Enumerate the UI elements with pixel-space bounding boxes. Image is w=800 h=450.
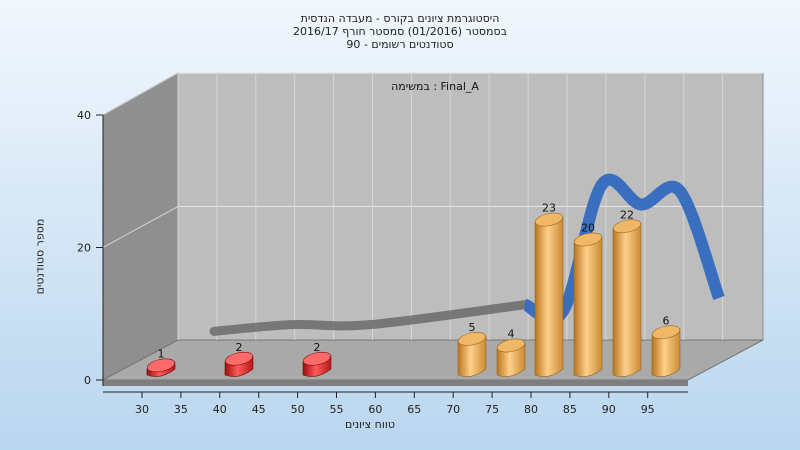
y-tick-label: 0: [84, 374, 91, 387]
x-axis-label: טווח ציונים: [345, 418, 395, 431]
bar-top: [146, 358, 176, 373]
x-tick-label: 90: [602, 403, 616, 416]
chart-subtitle: במשימה : Final_A: [391, 80, 479, 93]
density-ribbon-left: [209, 300, 530, 336]
bar-top: [496, 338, 526, 353]
bar-data-label: 20: [581, 222, 595, 235]
y-tick-label: 40: [77, 109, 91, 122]
x-tick-label: 70: [446, 403, 460, 416]
bar: [534, 214, 564, 377]
bar-data-label: 2: [236, 341, 243, 354]
x-tick-label: 50: [291, 403, 305, 416]
x-tick-label: 85: [563, 403, 577, 416]
chart-title-line-2: בסמסטר (01/2016) סמסטר חורף 2016/17: [293, 25, 507, 38]
bar-top: [224, 351, 254, 366]
x-tick-label: 45: [252, 403, 266, 416]
grid-line-h-side: [102, 206, 179, 248]
x-tick-label: 55: [330, 403, 344, 416]
grid-layer: [102, 72, 763, 340]
x-tick-label: 40: [213, 403, 227, 416]
bar-data-label: 2: [314, 341, 321, 354]
bar-top: [457, 332, 487, 346]
bar-top: [612, 219, 642, 234]
x-tick-label: 95: [641, 403, 655, 416]
x-tick-label: 75: [485, 403, 499, 416]
bar-data-label: 4: [508, 328, 515, 341]
x-tick-label: 35: [174, 403, 188, 416]
bar-data-label: 6: [663, 314, 670, 327]
bar-data-label: 23: [542, 202, 556, 215]
grid-line-h-side: [102, 72, 179, 116]
bar-top: [302, 351, 332, 366]
chart-title-line-3: סטודנטים רשומים - 90: [346, 38, 454, 51]
bar: [573, 234, 603, 377]
y-axis-label: מספר סטודנטים: [33, 218, 47, 295]
bar-top: [534, 212, 564, 227]
bar-top: [573, 232, 603, 247]
bar-top: [651, 325, 681, 340]
plot-floor-edge: [103, 380, 688, 386]
bar: [612, 221, 642, 377]
bar-data-label: 22: [620, 208, 634, 221]
x-tick-label: 80: [524, 403, 538, 416]
x-tick-label: 65: [407, 403, 421, 416]
y-tick-label: 20: [77, 242, 91, 255]
bar-data-label: 1: [158, 347, 165, 360]
x-tick-label: 60: [368, 403, 382, 416]
x-tick-label: 30: [135, 403, 149, 416]
bar-data-label: 5: [469, 321, 476, 334]
chart-title-line-1: היסטוגרמת ציונים בקורס - מעבדה הנדסית: [300, 12, 500, 25]
